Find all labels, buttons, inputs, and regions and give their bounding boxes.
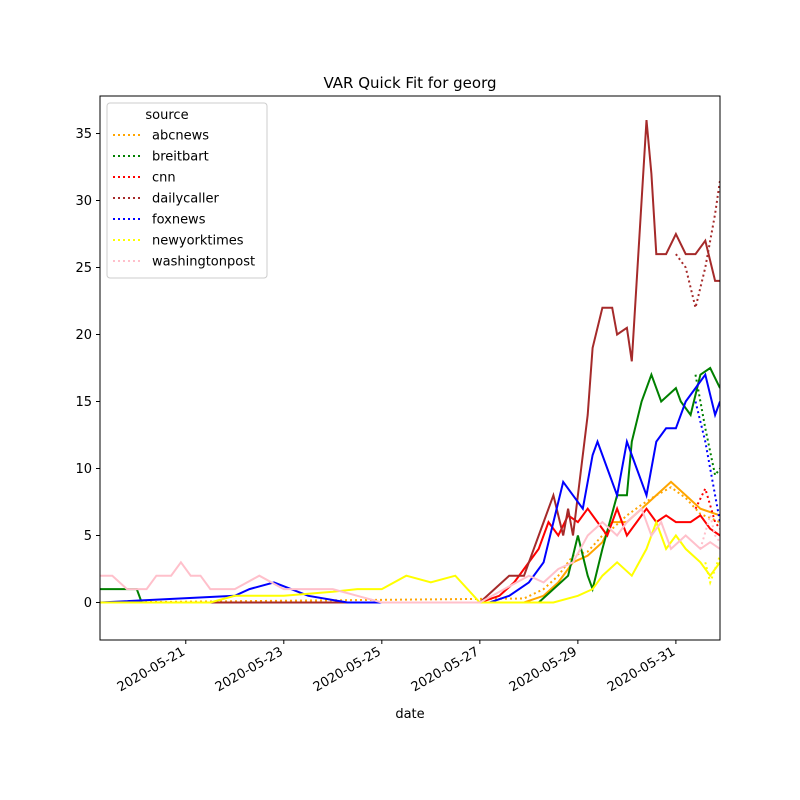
series-fit-newyorktimes xyxy=(704,555,720,586)
x-axis: 2020-05-21 2020-05-23 2020-05-25 2020-05-27… xyxy=(115,640,678,695)
legend-label-washingtonpost: washingtonpost xyxy=(152,255,255,270)
legend-box xyxy=(106,102,268,279)
series-line-breitbart xyxy=(100,366,720,604)
legend-label-abcnews: abcnews xyxy=(152,129,209,144)
series-line-abcnews xyxy=(100,480,720,604)
series-fit-dailycaller xyxy=(675,180,720,308)
legend-label-foxnews: foxnews xyxy=(152,213,206,228)
legend-label-breitbart: breitbart xyxy=(152,150,209,165)
series-layer xyxy=(100,120,720,604)
y-tick-label: 15 xyxy=(75,395,92,410)
x-tick-label: 2020-05-21 xyxy=(115,644,188,695)
legend-label-newyorktimes: newyorktimes xyxy=(152,234,244,249)
legend-label-cnn: cnn xyxy=(152,171,176,186)
series-line-washingtonpost xyxy=(100,506,720,604)
plot-frame xyxy=(99,95,721,641)
legend-label-dailycaller: dailycaller xyxy=(152,192,219,207)
y-tick-label: 10 xyxy=(75,462,92,477)
series-fit-breitbart xyxy=(694,374,720,478)
x-tick-label: 2020-05-27 xyxy=(409,644,482,695)
series-fit-cnn xyxy=(694,485,720,530)
y-axis: 0 5 10 15 20 25 30 35 xyxy=(75,127,100,611)
series-line-foxnews xyxy=(100,372,720,604)
y-tick-label: 0 xyxy=(84,596,92,611)
series-fit-foxnews xyxy=(694,401,720,523)
x-tick-label: 2020-05-25 xyxy=(311,644,384,695)
series-line-cnn xyxy=(100,505,720,604)
series-line-newyorktimes xyxy=(100,519,720,604)
series-fit-abcnews xyxy=(100,486,720,604)
legend-title: source xyxy=(145,108,188,123)
y-tick-label: 20 xyxy=(75,328,92,343)
chart-title: VAR Quick Fit for georg xyxy=(323,74,496,92)
x-tick-label: 2020-05-31 xyxy=(605,644,678,695)
y-tick-label: 5 xyxy=(84,529,92,544)
x-tick-label: 2020-05-29 xyxy=(507,644,580,695)
x-axis-label: date xyxy=(395,707,424,722)
series-line-dailycaller xyxy=(100,120,720,604)
legend: source abcnews breitbart cnn dailycaller foxn… xyxy=(106,102,268,279)
series-fit-washingtonpost xyxy=(699,511,720,550)
y-tick-label: 30 xyxy=(75,194,92,209)
x-tick-label: 2020-05-23 xyxy=(213,644,286,695)
y-tick-label: 25 xyxy=(75,261,92,276)
y-tick-label: 35 xyxy=(75,127,92,142)
